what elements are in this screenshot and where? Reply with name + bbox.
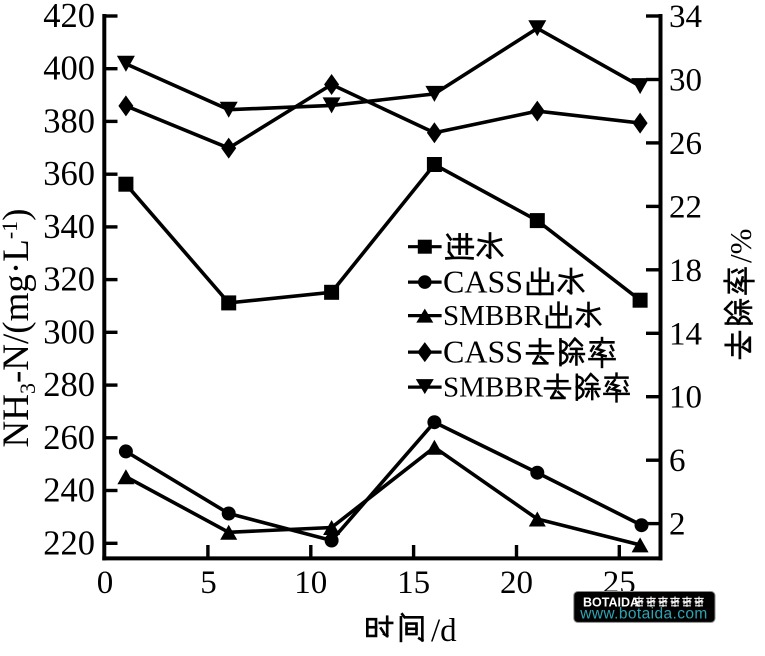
- svg-text:5: 5: [200, 565, 217, 601]
- svg-text:/d: /d: [431, 613, 457, 649]
- svg-text:NH3-N/(mg·L-1): NH3-N/(mg·L-1): [0, 209, 40, 448]
- svg-text:26: 26: [669, 126, 702, 162]
- svg-text:BOTAIDA: BOTAIDA: [583, 596, 639, 610]
- svg-text:CASS: CASS: [443, 334, 523, 370]
- svg-text:10: 10: [669, 380, 702, 416]
- svg-text:6: 6: [669, 443, 686, 479]
- svg-text:15: 15: [397, 565, 430, 601]
- svg-text:SMBBR: SMBBR: [443, 372, 544, 404]
- svg-text:280: 280: [43, 366, 95, 404]
- svg-text:18: 18: [669, 253, 702, 289]
- svg-text:0: 0: [97, 565, 114, 601]
- svg-text:20: 20: [500, 565, 533, 601]
- svg-text:22: 22: [669, 189, 702, 225]
- svg-text:360: 360: [43, 155, 95, 193]
- svg-text:320: 320: [43, 261, 95, 299]
- svg-text:220: 220: [43, 524, 95, 562]
- svg-text:SMBBR: SMBBR: [443, 300, 544, 332]
- svg-text:260: 260: [43, 419, 95, 457]
- svg-text:/%: /%: [723, 229, 758, 263]
- svg-text:34: 34: [669, 0, 702, 35]
- svg-text:400: 400: [43, 50, 95, 88]
- svg-text:340: 340: [43, 208, 95, 246]
- svg-text:10: 10: [294, 565, 327, 601]
- svg-text:30: 30: [669, 63, 702, 99]
- svg-text:300: 300: [43, 313, 95, 351]
- svg-text:240: 240: [43, 472, 95, 510]
- svg-text:420: 420: [43, 0, 95, 35]
- svg-text:380: 380: [43, 102, 95, 140]
- svg-text:14: 14: [669, 316, 702, 352]
- svg-text:www.botaida.com: www.botaida.com: [579, 606, 707, 623]
- svg-text:CASS: CASS: [443, 264, 523, 300]
- svg-text:2: 2: [669, 507, 686, 543]
